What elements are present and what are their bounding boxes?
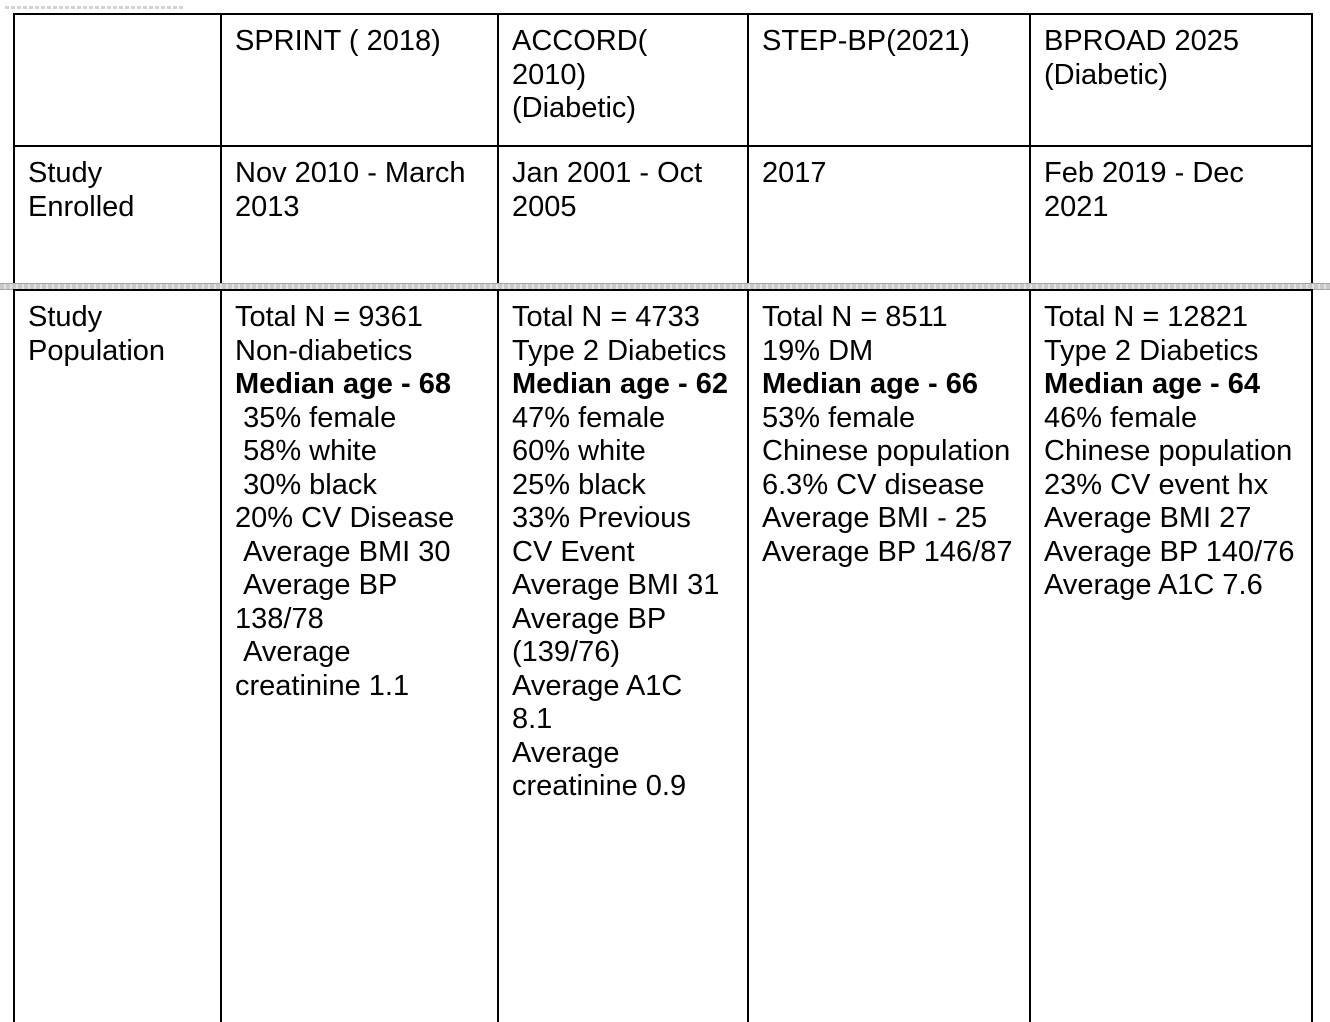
cell-line: 33% Previous bbox=[512, 502, 691, 534]
cell-line: Feb 2019 - Dec bbox=[1044, 157, 1244, 189]
cell-line: Enrolled bbox=[28, 190, 135, 223]
col-header-accord: ACCORD(2010) (Diabetic) bbox=[497, 13, 749, 147]
cell-line: 25% black bbox=[512, 468, 646, 501]
cell-line: Chinese population bbox=[762, 435, 1011, 467]
cell-line: Average bbox=[512, 736, 620, 769]
cell-enrolled-step-bp: 2017 bbox=[747, 145, 1031, 285]
cell-line: Median age - 64 bbox=[1044, 368, 1260, 400]
row-label-study-enrolled: Study Enrolled bbox=[13, 145, 222, 285]
cell-enrolled-bproad: Feb 2019 - Dec 2021 bbox=[1029, 145, 1313, 285]
cell-line: 6.3% CV disease bbox=[762, 468, 985, 501]
cell-line: Average BP bbox=[512, 602, 667, 635]
cell-population-step-bp: Total N = 8511 19% DM Median age - 66 53% f… bbox=[747, 289, 1031, 1022]
cell-line: Average BP 140/76 bbox=[1044, 535, 1295, 568]
cell-line: SPRINT ( 2018) bbox=[235, 25, 441, 57]
cell-line: 19% DM bbox=[762, 334, 874, 367]
cell-line: 30% black bbox=[235, 468, 377, 501]
cell-line: 138/78 bbox=[235, 602, 324, 635]
cell-line: Total N = 9361 bbox=[235, 301, 423, 333]
cell-line: Average BP 146/87 bbox=[762, 535, 1013, 568]
header-row: SPRINT ( 2018) ACCORD(2010) (Diabetic) ST… bbox=[13, 13, 1313, 147]
cell-population-accord: Total N = 4733 Type 2 Diabetics Median age… bbox=[497, 289, 749, 1022]
col-header-sprint: SPRINT ( 2018) bbox=[220, 13, 499, 147]
cell-line: 35% female bbox=[235, 401, 397, 434]
cell-line: Median age - 66 bbox=[762, 368, 978, 400]
cell-line: STEP-BP(2021) bbox=[762, 25, 970, 57]
page-break-artifact-top bbox=[5, 6, 183, 9]
corner-cell bbox=[13, 13, 222, 147]
cell-line: 2010) bbox=[512, 58, 587, 91]
cell-line: (139/76) bbox=[512, 636, 621, 668]
cell-line: Type 2 Diabetics bbox=[512, 334, 727, 367]
cell-enrolled-sprint: Nov 2010 - March 2013 bbox=[220, 145, 499, 285]
cell-population-sprint: Total N = 9361 Non-diabetics Median age - … bbox=[220, 289, 499, 1022]
cell-line: Average BMI 31 bbox=[512, 569, 720, 601]
cell-line: Average bbox=[235, 636, 351, 668]
cell-line: Chinese population bbox=[1044, 435, 1293, 467]
cell-line: 58% white bbox=[235, 435, 377, 467]
cell-line: (Diabetic) bbox=[512, 92, 637, 124]
cell-line: Total N = 4733 bbox=[512, 301, 700, 333]
cell-line: Population bbox=[28, 334, 166, 367]
cell-enrolled-accord: Jan 2001 - Oct 2005 bbox=[497, 145, 749, 285]
cell-line: 23% CV event hx bbox=[1044, 468, 1269, 501]
cell-line: Type 2 Diabetics bbox=[1044, 334, 1259, 367]
row-label-study-population: Study Population bbox=[13, 289, 222, 1022]
cell-line: creatinine 1.1 bbox=[235, 669, 410, 702]
cell-line: Average A1C bbox=[512, 669, 683, 702]
trial-comparison-table-top: SPRINT ( 2018) ACCORD(2010) (Diabetic) ST… bbox=[13, 13, 1313, 285]
col-header-step-bp: STEP-BP(2021) bbox=[747, 13, 1031, 147]
cell-line: 47% female bbox=[512, 401, 666, 434]
cell-line: Study bbox=[28, 301, 103, 333]
cell-line: Average BMI 30 bbox=[235, 535, 451, 568]
cell-line: Study bbox=[28, 157, 103, 189]
cell-line: (Diabetic) bbox=[1044, 58, 1169, 91]
cell-line: 2013 bbox=[235, 190, 300, 223]
cell-line: ACCORD( bbox=[512, 25, 648, 57]
cell-line: 60% white bbox=[512, 435, 646, 467]
trial-comparison-table-bottom: Study Population Total N = 9361 Non-diabet… bbox=[13, 289, 1313, 1022]
cell-line: Non-diabetics bbox=[235, 334, 413, 367]
cell-line: 20% CV Disease bbox=[235, 502, 455, 534]
cell-line: Average BMI - 25 bbox=[762, 502, 988, 534]
col-header-bproad: BPROAD 2025 (Diabetic) bbox=[1029, 13, 1313, 147]
cell-population-bproad: Total N = 12821 Type 2 Diabetics Median ag… bbox=[1029, 289, 1313, 1022]
cell-line: Average BP bbox=[235, 569, 398, 601]
cell-line: Jan 2001 - Oct bbox=[512, 157, 703, 189]
cell-line: Median age - 68 bbox=[235, 368, 451, 400]
cell-line: 2005 bbox=[512, 190, 577, 223]
cell-line: Total N = 12821 bbox=[1044, 301, 1248, 333]
cell-line: Total N = 8511 bbox=[762, 301, 948, 333]
cell-line: creatinine 0.9 bbox=[512, 770, 687, 802]
cell-line: Nov 2010 - March bbox=[235, 157, 466, 189]
study-population-row: Study Population Total N = 9361 Non-diabet… bbox=[13, 289, 1313, 1022]
cell-line: BPROAD 2025 bbox=[1044, 25, 1240, 57]
cell-line: 46% female bbox=[1044, 401, 1198, 434]
cell-line: 2021 bbox=[1044, 190, 1109, 223]
cell-line: Median age - 62 bbox=[512, 368, 728, 400]
cell-line: CV Event bbox=[512, 535, 635, 568]
study-enrolled-row: Study Enrolled Nov 2010 - March 2013 Jan 2… bbox=[13, 145, 1313, 285]
cell-line: 8.1 bbox=[512, 703, 553, 735]
cell-line: Average A1C 7.6 bbox=[1044, 569, 1263, 601]
cell-line: Average BMI 27 bbox=[1044, 502, 1252, 534]
cell-line: 53% female bbox=[762, 401, 916, 434]
cell-line: 2017 bbox=[762, 157, 827, 189]
